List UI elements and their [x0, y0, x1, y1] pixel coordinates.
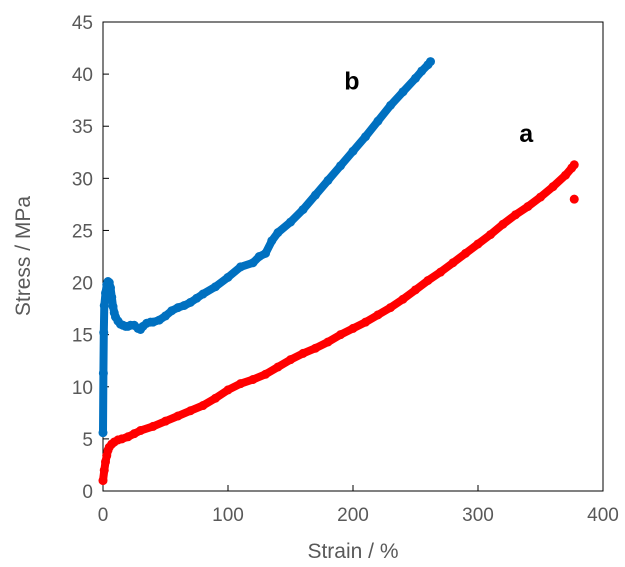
data-point [361, 317, 370, 327]
data-point [336, 330, 345, 340]
data-point [323, 337, 333, 347]
data-point [136, 426, 145, 436]
data-point [536, 192, 545, 202]
data-point [398, 294, 408, 304]
data-point [161, 416, 170, 426]
data-point [473, 239, 483, 249]
data-point [273, 362, 283, 372]
data-point [173, 411, 183, 421]
data-point [236, 262, 245, 272]
data-point [211, 282, 220, 292]
data-point [98, 428, 108, 438]
y-tick-label: 25 [72, 221, 93, 242]
data-point [148, 421, 158, 431]
y-tick-label: 30 [72, 169, 93, 190]
y-axis-title: Stress / MPa [12, 196, 35, 317]
x-tick-label: 0 [98, 505, 109, 526]
outlier-point [569, 194, 579, 204]
x-axis-title: Strain / % [307, 540, 398, 563]
data-point [298, 348, 308, 358]
x-tick-label: 400 [587, 505, 619, 526]
data-point [298, 205, 308, 215]
data-point [323, 175, 333, 185]
data-point [348, 323, 358, 333]
data-point [286, 355, 295, 365]
y-tick-label: 15 [72, 326, 93, 347]
y-tick-label: 45 [72, 13, 93, 34]
data-point [386, 303, 395, 313]
data-point [99, 300, 109, 310]
data-point [161, 311, 170, 321]
data-point [261, 369, 270, 379]
data-point [248, 374, 258, 384]
series-label-b: b [344, 68, 359, 96]
data-point [186, 406, 195, 416]
data-point [523, 201, 533, 211]
y-tick-label: 0 [82, 482, 93, 503]
data-point [417, 66, 427, 76]
series-label-a: a [519, 120, 534, 148]
data-point [448, 258, 458, 268]
data-point [198, 401, 208, 411]
data-point [311, 190, 320, 200]
series-layer [98, 57, 579, 486]
data-point [436, 267, 445, 277]
data-point [548, 182, 558, 192]
data-point [426, 57, 435, 67]
data-point [106, 283, 115, 293]
data-point [373, 116, 383, 126]
data-point [267, 236, 277, 246]
data-point [386, 100, 395, 110]
x-tick-label: 300 [462, 505, 494, 526]
data-point [286, 217, 295, 227]
data-point [398, 87, 408, 97]
series-a-trace [99, 160, 579, 485]
y-tick-label: 20 [72, 274, 93, 295]
data-point [336, 161, 345, 171]
data-point [486, 230, 495, 240]
data-point [211, 393, 220, 403]
data-point [98, 368, 108, 378]
y-tick-label: 5 [82, 430, 93, 451]
data-point [423, 275, 433, 285]
series-labels: ab [344, 68, 534, 148]
data-point [373, 310, 383, 320]
data-point [98, 476, 108, 486]
series-b [98, 57, 435, 438]
y-axis-ticks: 0 5 10 15 20 25 30 35 40 45 [72, 13, 109, 503]
x-tick-label: 200 [337, 505, 369, 526]
data-point [411, 73, 420, 83]
data-point [198, 289, 208, 299]
data-point [498, 219, 508, 229]
data-point [99, 465, 109, 475]
data-point [223, 385, 233, 395]
data-point [361, 132, 370, 142]
data-point [461, 248, 470, 258]
data-point [236, 379, 245, 389]
series-a [98, 160, 579, 486]
x-tick-label: 100 [212, 505, 244, 526]
data-point [569, 160, 579, 170]
y-tick-label: 35 [72, 117, 93, 138]
x-axis-ticks: 0 100 200 300 400 [98, 485, 619, 526]
data-point [348, 146, 358, 156]
data-point [223, 272, 233, 282]
data-point [99, 328, 109, 338]
data-point [261, 248, 270, 258]
y-tick-label: 10 [72, 378, 93, 399]
data-point [411, 285, 420, 295]
data-point [511, 210, 520, 220]
data-point [248, 258, 258, 268]
y-tick-label: 40 [72, 65, 93, 86]
data-point [273, 228, 283, 238]
data-point [107, 292, 117, 302]
data-point [561, 170, 570, 180]
data-point [311, 343, 320, 353]
